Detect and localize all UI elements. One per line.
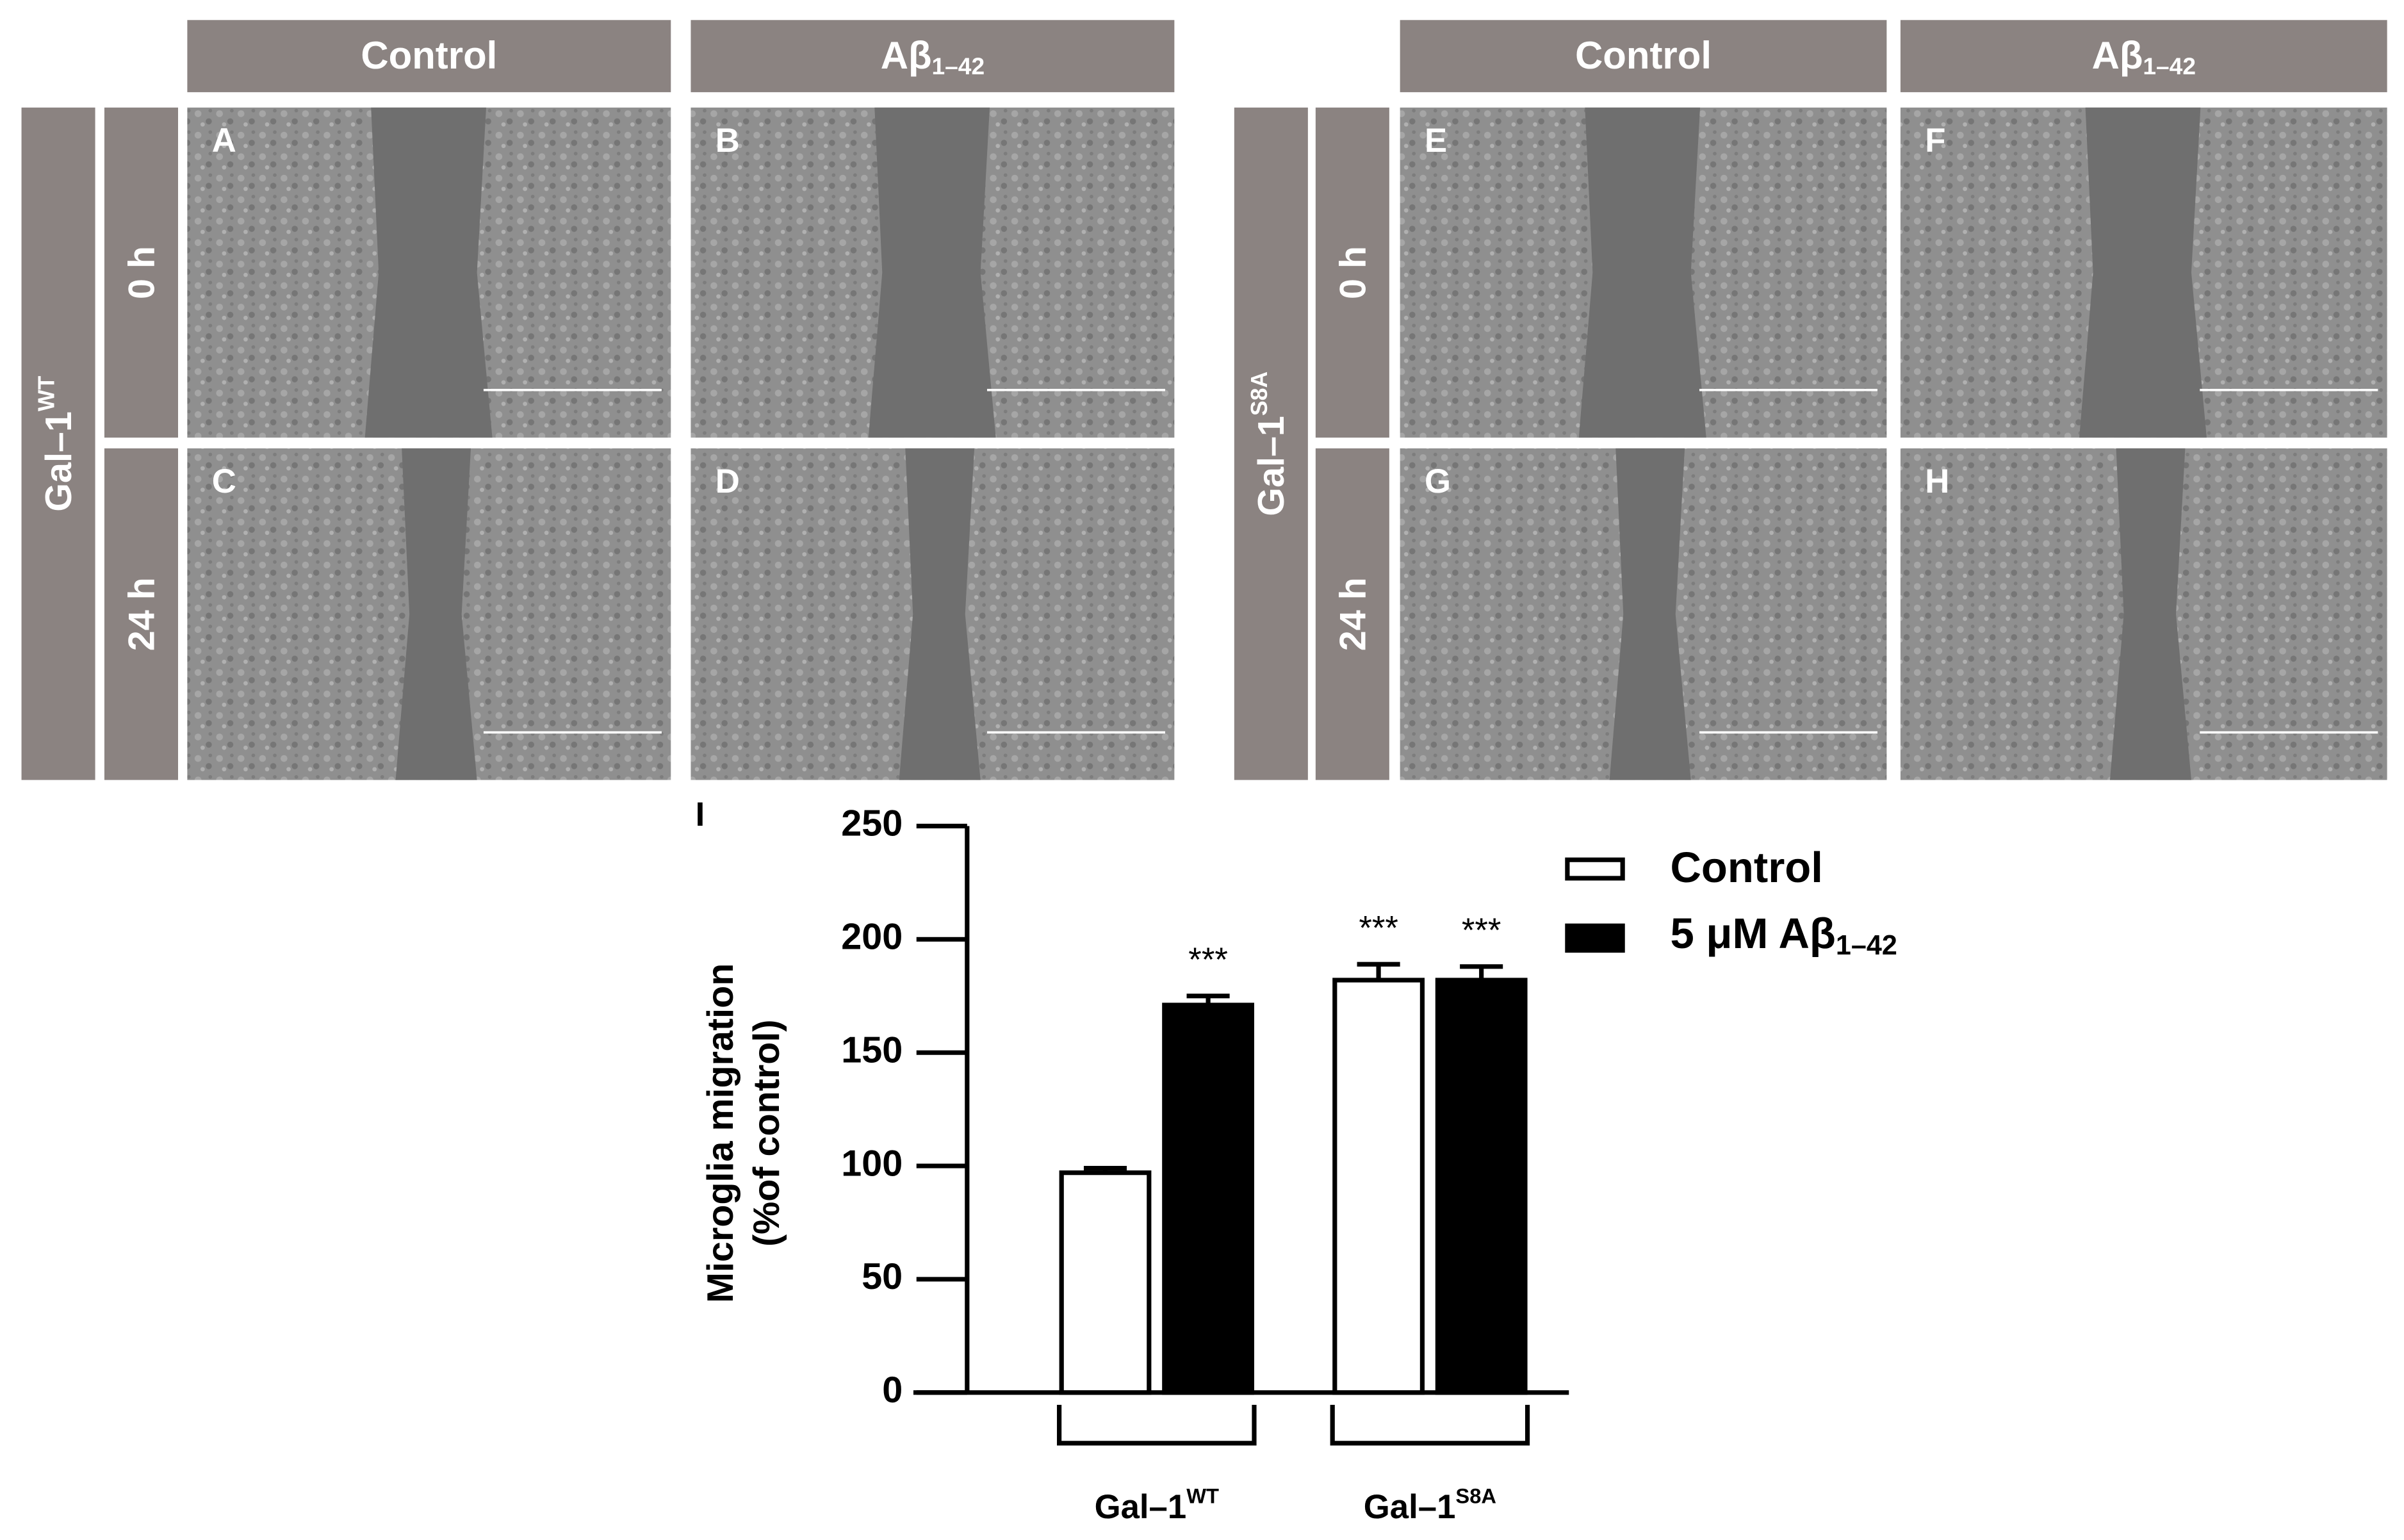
x-tick-label-main: Gal–1 [1095,1488,1187,1526]
scratch-gap [1609,448,1691,780]
x-tick-label-sup: WT [1186,1484,1219,1507]
scratch-gap [364,107,493,438]
group-label-box [1234,107,1308,780]
y-axis-label: Microglia migration [700,963,741,1303]
category-bracket [1330,1404,1530,1446]
x-tick-label: Gal–1WT [1095,1484,1219,1526]
panel-letter: C [212,463,236,500]
x-tick-label: Gal–1S8A [1364,1484,1496,1526]
row-label-box [1315,448,1389,780]
y-tick-label: 50 [862,1256,903,1297]
scratch-gap [1578,107,1706,438]
y-tick-label: 250 [841,803,903,844]
group-label: Gal–1S8A [1247,372,1292,516]
column-header-sub: 1–42 [2143,53,2196,79]
significance: *** [1359,909,1398,947]
row-label: 24 h [121,577,162,651]
group-label-main: Gal–1 [38,411,79,512]
panel-letter: I [696,796,705,833]
x-tick-label-sup: S8A [1455,1484,1496,1507]
significance: *** [1188,941,1228,979]
column-header-box [691,20,1175,92]
panel-letter: F [1925,122,1945,160]
bar [1435,978,1528,1395]
row-label: 0 h [121,246,162,299]
scratch-gap [899,448,981,780]
row-label: 0 h [1332,246,1373,299]
legend-label: Control [1670,844,1823,892]
bar [1059,1170,1152,1395]
row-label-box [104,107,178,438]
panel-letter: H [1925,463,1949,500]
scratch-gap [2109,448,2191,780]
scratch-gap [2079,107,2207,438]
column-header: Aβ1–42 [2092,34,2196,79]
y-tick-label: 100 [841,1143,903,1184]
column-header-sub: 1–42 [932,53,985,79]
column-header: Aβ1–42 [881,34,985,79]
column-header-main: Aβ [881,34,932,77]
legend-label-main: Control [1670,844,1823,892]
y-tick-label: 0 [882,1370,903,1411]
column-header-main: Control [1575,34,1712,77]
group-label-box [21,107,95,780]
legend-swatch [1565,923,1625,953]
legend-label-main: 5 μM Aβ [1670,910,1835,958]
column-header: Control [1575,34,1712,77]
panel-letter: G [1425,463,1451,500]
y-tick-label: 200 [841,917,903,958]
panel-letter: A [212,122,236,160]
x-tick-label-main: Gal–1 [1364,1488,1456,1526]
panel-letter: B [715,122,740,160]
panel-letter: D [715,463,740,500]
group-label-sup: WT [34,375,60,411]
group-label: Gal–1WT [34,375,79,511]
group-label-sup: S8A [1247,372,1272,416]
row-label: 24 h [1332,577,1373,651]
row-label-box [1315,107,1389,438]
panel-letter: E [1425,122,1447,160]
row-label-box [104,448,178,780]
bar [1162,1003,1254,1395]
legend-label-sub: 1–42 [1836,930,1897,961]
bar [1332,978,1425,1395]
column-header-box [187,20,671,92]
y-axis-label: (%of control) [746,1020,787,1247]
column-header-box [1900,20,2387,92]
scratch-gap [868,107,996,438]
scratch-gap [395,448,477,780]
legend-swatch [1565,857,1625,881]
column-header-main: Control [361,34,497,77]
legend-label: 5 μM Aβ1–42 [1670,910,1897,961]
y-tick-label: 150 [841,1029,903,1070]
significance: *** [1462,912,1501,949]
column-header: Control [361,34,497,77]
column-header-box [1400,20,1887,92]
group-label-main: Gal–1 [1251,416,1292,516]
category-bracket [1057,1404,1257,1446]
column-header-main: Aβ [2092,34,2143,77]
